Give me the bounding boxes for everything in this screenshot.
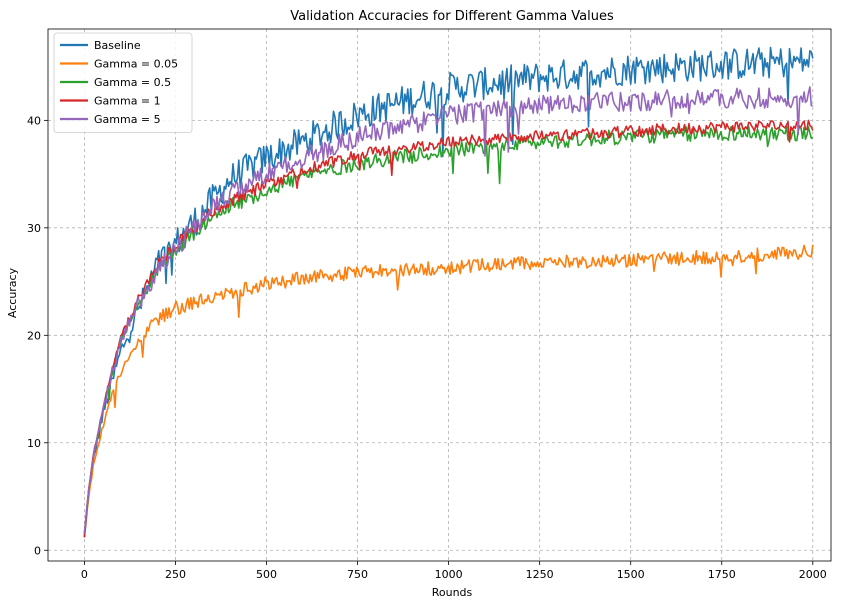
ticks: 0 250 500 750 1000 1250 1500 1750 2000 0 10 20 30 40 xyxy=(27,114,827,581)
legend-label: Gamma = 5 xyxy=(94,113,161,126)
x-tick-label: 750 xyxy=(347,568,368,581)
legend-label: Gamma = 0.5 xyxy=(94,76,171,89)
series-line-1 xyxy=(83,46,814,533)
legend-box xyxy=(53,32,193,133)
x-tick-label: 0 xyxy=(81,568,88,581)
y-tick-label: 20 xyxy=(27,329,41,342)
legend-label: Baseline xyxy=(94,39,141,52)
series-layer xyxy=(83,46,814,538)
x-tick-label: 1250 xyxy=(526,568,554,581)
chart-title: Validation Accuracies for Different Gamm… xyxy=(290,9,614,24)
x-tick-label: 2000 xyxy=(799,568,827,581)
y-tick-label: 40 xyxy=(27,114,41,127)
legend: Baseline Gamma = 0.05 Gamma = 0.5 Gamma = 1… xyxy=(53,32,193,133)
plot-frame xyxy=(47,28,832,562)
series-line-5 xyxy=(83,86,813,534)
y-tick-label: 10 xyxy=(27,437,41,450)
x-tick-label: 500 xyxy=(256,568,277,581)
x-tick-label: 250 xyxy=(165,568,186,581)
x-tick-label: 1000 xyxy=(435,568,463,581)
legend-label: Gamma = 1 xyxy=(94,95,161,108)
legend-label: Gamma = 0.05 xyxy=(94,58,178,71)
x-tick-label: 1750 xyxy=(708,568,736,581)
x-axis-label: Rounds xyxy=(432,586,473,599)
series-line-2 xyxy=(83,244,814,536)
y-axis-label: Accuracy xyxy=(6,267,19,318)
y-tick-label: 30 xyxy=(27,222,41,235)
x-tick-label: 1500 xyxy=(617,568,645,581)
y-tick-label: 0 xyxy=(34,544,41,557)
grid xyxy=(48,29,831,561)
